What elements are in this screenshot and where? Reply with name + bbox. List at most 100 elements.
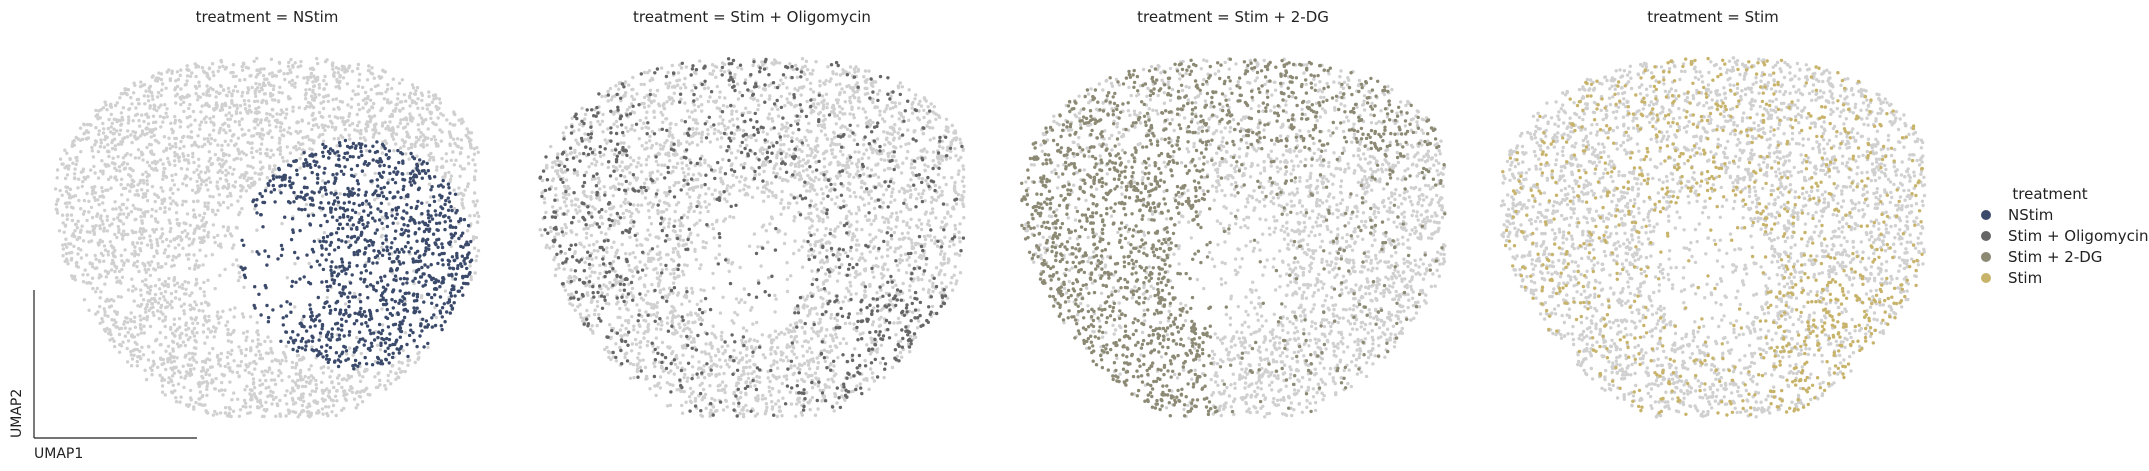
scatter-point-other (707, 186, 711, 191)
scatter-point (321, 267, 326, 272)
scatter-point (450, 255, 455, 259)
scatter-point-other (945, 203, 949, 207)
scatter-point-other (260, 404, 264, 408)
scatter-point-other (163, 210, 167, 214)
scatter-point-other (237, 271, 241, 275)
scatter-point-other (394, 142, 398, 146)
scatter-point-other (825, 248, 829, 253)
scatter-point-other (75, 159, 79, 163)
scatter-point-other (214, 95, 218, 99)
scatter-point (292, 190, 296, 195)
scatter-point-other (790, 136, 794, 140)
scatter-point-other (256, 338, 260, 342)
scatter-point-other (89, 168, 93, 172)
scatter-point-other (70, 218, 75, 223)
scatter-point-other (293, 81, 297, 86)
scatter-point-other (312, 98, 316, 102)
scatter-point-other (163, 103, 167, 107)
scatter-point-other (359, 351, 363, 356)
scatter-point-other (129, 153, 133, 157)
scatter-point (329, 191, 333, 195)
scatter-point-other (387, 128, 391, 132)
scatter-point-other (133, 325, 138, 329)
scatter-point-other (373, 171, 377, 176)
scatter-point-other (130, 140, 134, 145)
scatter-point-other (358, 136, 363, 140)
scatter-point-other (301, 384, 305, 389)
scatter-point-other (202, 290, 206, 294)
scatter-point (449, 294, 454, 298)
scatter-point-other (278, 85, 282, 90)
scatter-point-other (296, 378, 300, 383)
scatter-point-other (141, 195, 145, 199)
scatter-point (350, 145, 354, 149)
scatter-point (398, 298, 402, 302)
scatter-point (443, 320, 447, 324)
scatter-point (271, 183, 275, 188)
scatter-point-other (448, 122, 452, 126)
scatter-point-other (228, 308, 232, 312)
scatter-point-other (58, 188, 62, 193)
scatter-point (351, 155, 355, 159)
scatter-point (383, 274, 387, 278)
scatter-point-other (308, 87, 312, 92)
scatter-point-other (948, 156, 952, 160)
scatter-point-other (297, 106, 301, 110)
scatter-point-other (130, 277, 134, 281)
scatter-point-other (465, 184, 470, 189)
scatter-point-other (162, 171, 166, 175)
scatter-point-other (211, 413, 216, 417)
scatter-point-other (460, 197, 464, 202)
scatter-point-other (476, 249, 481, 253)
scatter-point (465, 266, 469, 271)
scatter-point-other (810, 326, 814, 330)
scatter-point-other (157, 277, 161, 282)
scatter-point (359, 149, 363, 154)
scatter-point-other (171, 254, 176, 258)
scatter-point-other (353, 128, 357, 132)
scatter-point-other (340, 408, 344, 412)
scatter-point-other (195, 259, 199, 263)
scatter-point-other (894, 211, 899, 215)
scatter-point-other (197, 402, 201, 406)
scatter-point-other (560, 226, 564, 231)
scatter-point (386, 283, 390, 287)
scatter-point-other (377, 131, 381, 135)
scatter-point-other (955, 279, 959, 283)
scatter-point (461, 293, 465, 297)
scatter-point (308, 325, 313, 329)
scatter-point-other (270, 98, 275, 102)
scatter-point-other (269, 389, 273, 393)
scatter-point-other (263, 339, 267, 344)
scatter-point (413, 251, 418, 255)
scatter-point-other (177, 317, 182, 321)
scatter-point-other (274, 125, 278, 129)
scatter-point (383, 146, 387, 151)
scatter-point (427, 229, 431, 233)
scatter-point-other (123, 248, 127, 252)
scatter-point-other (223, 364, 227, 369)
scatter-point-other (124, 316, 128, 320)
scatter-point-other (218, 128, 222, 133)
scatter-point-other (792, 251, 796, 256)
scatter-point-other (416, 97, 420, 101)
scatter-point-other (251, 134, 256, 138)
scatter-point-other (228, 232, 233, 236)
scatter-point-other (223, 388, 227, 392)
scatter-point (400, 227, 404, 232)
scatter-point-other (263, 118, 268, 122)
scatter-point (265, 263, 269, 267)
scatter-point (316, 295, 320, 300)
scatter-point-other (123, 334, 128, 338)
scatter-point-other (155, 108, 159, 113)
scatter-point-other (200, 179, 205, 183)
scatter-point (366, 213, 371, 217)
scatter-point-other (327, 405, 331, 409)
scatter-point-other (913, 187, 918, 191)
scatter-point-other (732, 348, 736, 353)
scatter-point (289, 237, 294, 242)
scatter-point-other (469, 275, 473, 279)
scatter-point-other (65, 217, 70, 221)
scatter-point (329, 265, 333, 269)
scatter-point-other (145, 315, 149, 319)
